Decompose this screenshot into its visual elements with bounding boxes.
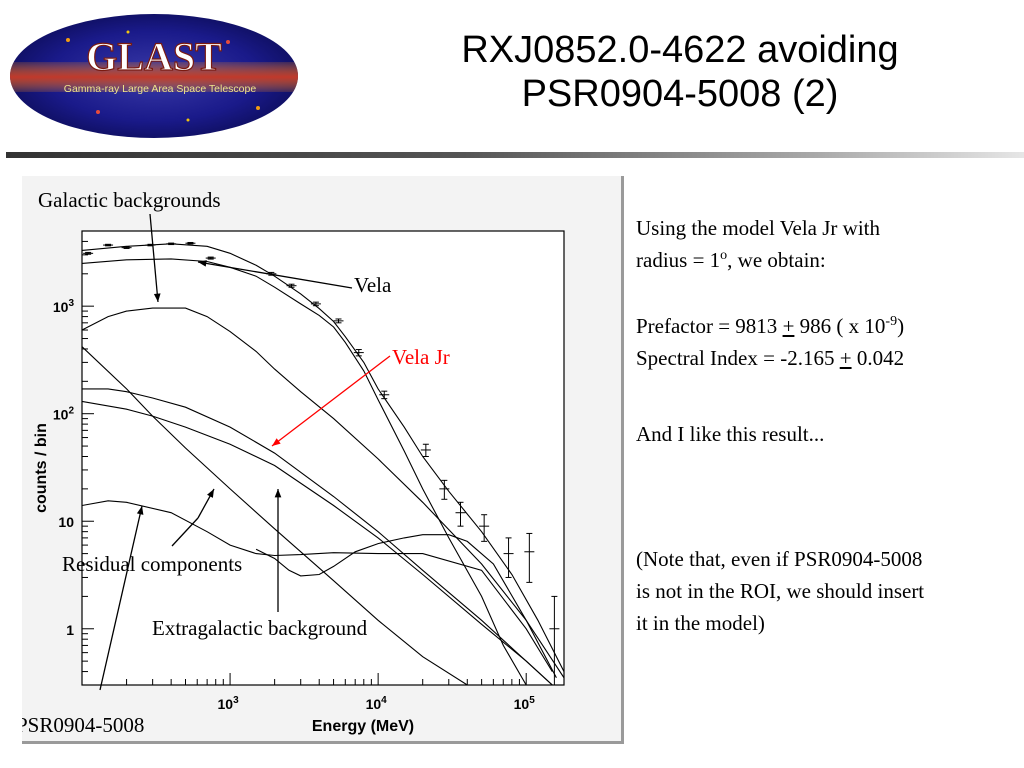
curve-psr0904-5008 xyxy=(82,500,553,672)
index-label: Spectral Index = -2.165 xyxy=(636,346,840,370)
x-tick-label: 104 xyxy=(366,695,388,712)
prefactor-error: 986 ( x 10 xyxy=(794,314,886,338)
arrow-vela-jr-head xyxy=(272,438,281,446)
data-point xyxy=(83,251,94,255)
label-extragalactic-background: Extragalactic background xyxy=(152,616,368,640)
slide-title: RXJ0852.0-4622 avoiding PSR0904-5008 (2) xyxy=(360,28,1000,116)
arrow-residual-shaft-join xyxy=(171,517,199,547)
arrow-vela xyxy=(197,260,353,289)
arrow-galactic-head xyxy=(153,293,161,302)
arrow-psr-head xyxy=(136,506,144,515)
x-tick-label: 103 xyxy=(217,695,239,712)
note-line-1: (Note that, even if PSR0904-5008 xyxy=(636,547,923,571)
arrow-vela-jr xyxy=(271,355,391,447)
curve-extragalactic xyxy=(82,346,468,685)
curve-vela xyxy=(82,258,527,685)
curve-total xyxy=(82,243,564,672)
axes: 103 104 105 1 10 102 103 Energy (MeV) counts / b… xyxy=(33,230,565,735)
index-line: Spectral Index = -2.165 + 0.042 xyxy=(636,342,904,374)
data-point xyxy=(549,595,560,685)
prefactor-plusminus: + xyxy=(782,314,795,338)
y-tick-label: 10 xyxy=(58,514,74,530)
comment-text: And I like this result... xyxy=(636,418,824,450)
x-tick-label: 105 xyxy=(514,695,536,712)
data-point xyxy=(166,242,177,246)
curve-galactic-1 xyxy=(82,307,564,679)
label-residual-components: Residual components xyxy=(62,552,242,576)
data-point xyxy=(455,501,466,527)
curve-galactic-2 xyxy=(82,388,553,685)
model-text-obtain: , we obtain: xyxy=(727,248,826,272)
label-vela-jr: Vela Jr xyxy=(392,345,450,369)
arrow-residual xyxy=(197,488,215,519)
data-point xyxy=(479,514,490,542)
data-point xyxy=(310,301,321,307)
arrow-galactic xyxy=(149,213,161,303)
arrow-vela-head xyxy=(198,260,207,267)
data-point xyxy=(185,241,196,245)
arrow-psr xyxy=(99,505,144,691)
y-tick-label: 102 xyxy=(53,406,75,423)
prefactor-line: Prefactor = 9813 + 986 ( x 10-9) xyxy=(636,310,904,342)
data-point xyxy=(286,283,297,288)
data-point xyxy=(524,532,535,583)
title-divider xyxy=(6,152,1024,158)
plot-background xyxy=(82,231,564,685)
plot-curves xyxy=(82,241,564,685)
arrow-psr-shaft xyxy=(99,505,143,691)
logo-text: GLAST xyxy=(86,34,222,79)
prefactor-label: Prefactor = 9813 xyxy=(636,314,783,338)
data-point xyxy=(420,443,431,457)
title-line-1: RXJ0852.0-4622 avoiding xyxy=(461,29,899,71)
data-point xyxy=(205,256,216,260)
spectrum-chart: 103 104 105 1 10 102 103 Energy (MeV) counts / b… xyxy=(22,188,565,737)
data-point xyxy=(333,318,344,324)
model-text-radius: radius = 1 xyxy=(636,248,721,272)
index-error: 0.042 xyxy=(851,346,905,370)
arrow-vela-shaft xyxy=(197,261,353,289)
arrow-vela-jr-shaft xyxy=(271,355,391,447)
arrow-extragalactic-head xyxy=(274,489,282,498)
prefactor-exponent: -9 xyxy=(885,314,898,329)
glast-logo-graphic: GLAST Gamma-ray Large Area Space Telesco… xyxy=(10,14,298,138)
title-line-2: PSR0904-5008 (2) xyxy=(521,73,839,115)
data-point xyxy=(379,390,390,400)
label-galactic-backgrounds: Galactic backgrounds xyxy=(38,188,221,212)
prefactor-close: ) xyxy=(897,314,905,338)
fit-results: Prefactor = 9813 + 986 ( x 10-9) Spectra… xyxy=(636,310,904,374)
data-point xyxy=(103,243,114,247)
annotation-arrows xyxy=(99,213,391,691)
data-point xyxy=(121,246,132,249)
glast-logo: GLAST Gamma-ray Large Area Space Telesco… xyxy=(8,12,300,140)
note-line-3: it in the model) xyxy=(636,611,765,635)
label-vela: Vela xyxy=(354,273,392,297)
note-text: (Note that, even if PSR0904-5008 is not … xyxy=(636,543,924,639)
note-line-2: is not in the ROI, we should insert xyxy=(636,579,925,603)
curve-vela-jr xyxy=(82,400,553,685)
y-tick-label: 1 xyxy=(66,622,74,638)
label-psr0904-5008: PSR0904-5008 xyxy=(22,713,144,737)
index-plusminus: + xyxy=(839,346,852,370)
y-axis-title: counts / bin xyxy=(33,423,50,513)
model-text-line1: Using the model Vela Jr with xyxy=(636,216,881,240)
data-point xyxy=(439,479,450,500)
degree-sup: o xyxy=(720,248,728,263)
curve-residual xyxy=(255,534,557,679)
comment-line: And I like this result... xyxy=(636,422,825,446)
y-tick-label: 103 xyxy=(53,298,75,315)
arrow-residual-head xyxy=(207,489,214,498)
model-description: Using the model Vela Jr with radius = 1o… xyxy=(636,212,880,276)
plot-frame xyxy=(81,230,565,686)
plot-area xyxy=(82,231,564,685)
logo-subtitle: Gamma-ray Large Area Space Telescope xyxy=(64,83,257,95)
data-point xyxy=(353,349,364,357)
arrow-extragalactic xyxy=(274,489,282,612)
data-point xyxy=(503,537,514,578)
arrow-galactic-shaft xyxy=(149,213,159,303)
x-axis-title: Energy (MeV) xyxy=(312,718,414,735)
spectrum-figure: 103 104 105 1 10 102 103 Energy (MeV) counts / b… xyxy=(22,176,624,744)
